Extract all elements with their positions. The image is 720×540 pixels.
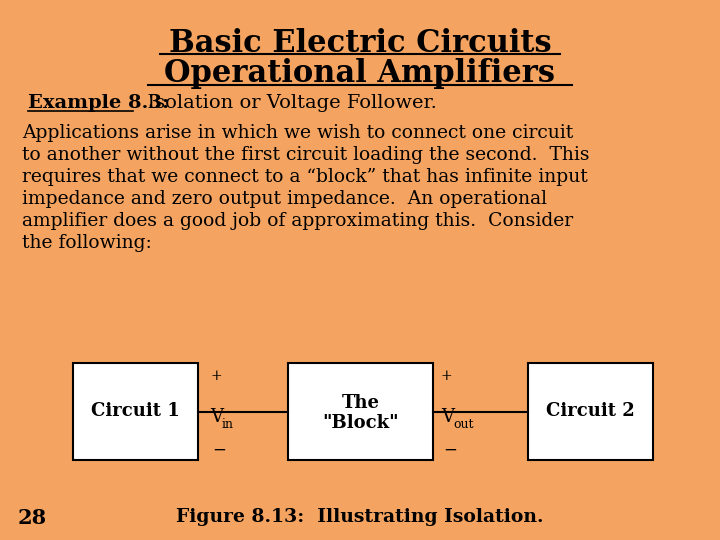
Text: −: − [443,442,457,459]
Text: to another without the first circuit loading the second.  This: to another without the first circuit loa… [22,146,590,164]
Text: amplifier does a good job of approximating this.  Consider: amplifier does a good job of approximati… [22,212,573,230]
Text: +: + [210,369,222,383]
Bar [288,363,433,460]
Text: Circuit 2: Circuit 2 [546,402,635,421]
Text: Basic Electric Circuits: Basic Electric Circuits [168,28,552,59]
Text: Applications arise in which we wish to connect one circuit: Applications arise in which we wish to c… [22,124,573,142]
Text: Isolation or Voltage Follower.: Isolation or Voltage Follower. [135,94,437,112]
Text: "Block": "Block" [322,414,399,431]
Text: out: out [453,417,474,430]
Text: 28: 28 [18,508,47,528]
Text: impedance and zero output impedance.  An operational: impedance and zero output impedance. An … [22,190,547,208]
Text: in: in [222,417,234,430]
Text: V: V [441,408,454,426]
Bar [528,363,653,460]
Bar [73,363,198,460]
Text: Example 8.3:: Example 8.3: [28,94,169,112]
Text: Circuit 1: Circuit 1 [91,402,180,421]
Text: Figure 8.13:  Illustrating Isolation.: Figure 8.13: Illustrating Isolation. [176,508,544,526]
Text: the following:: the following: [22,234,152,252]
Text: V: V [210,408,223,426]
Text: −: − [212,442,226,459]
Text: The: The [341,394,379,411]
Text: +: + [441,369,453,383]
Text: Operational Amplifiers: Operational Amplifiers [164,58,556,89]
Text: requires that we connect to a “block” that has infinite input: requires that we connect to a “block” th… [22,168,588,186]
